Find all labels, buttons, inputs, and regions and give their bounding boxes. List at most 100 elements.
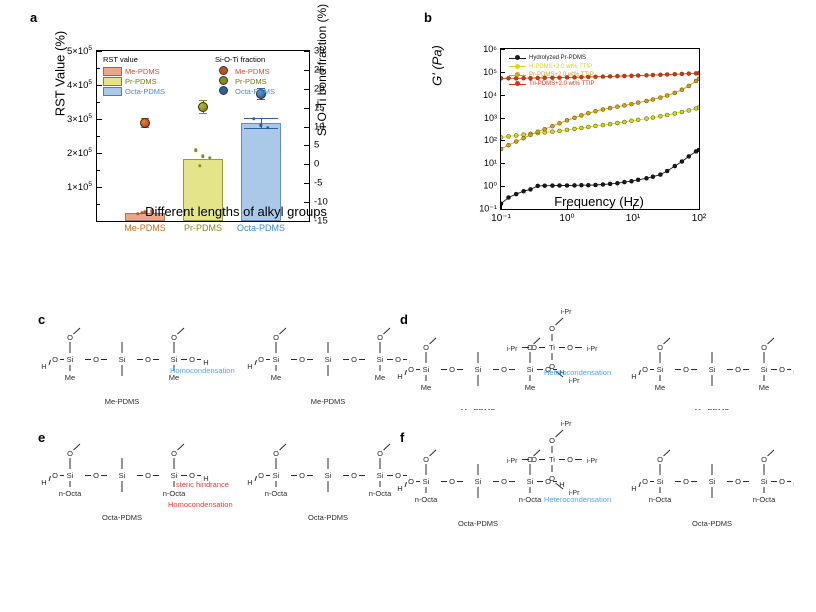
panel-a-y-tickmark [97, 119, 102, 120]
chem-bond-h-o [254, 475, 257, 482]
chem-side-group: n-Octa [753, 495, 776, 504]
panel-b-data-point [593, 182, 598, 188]
chem-atom-si: Si [377, 355, 384, 364]
panel-b-y-tickmark [501, 140, 505, 142]
chem-atom-si: Si [709, 477, 716, 486]
panel-a-y-minor-tick [97, 204, 100, 205]
panel-a-scatter-point [140, 211, 144, 215]
chem-terminal-h-right: H [793, 480, 794, 489]
chem-atom-o: O [258, 471, 264, 480]
chem-structure-label: Octa-PDMS [458, 519, 498, 528]
panel-a-y2-tick-label: 10 [314, 121, 325, 133]
panel-b-data-point [579, 125, 584, 131]
panel-b-legend-marker [515, 72, 520, 78]
panel-b-data-point [650, 72, 656, 78]
panel-b-data-point [635, 117, 641, 123]
panel-d-structures: HOSiOMeSiSiOMeOOOHMe-PDMSTiOOi-PrOi-PrOi… [397, 309, 794, 410]
chem-atom-o-right: O [779, 477, 785, 486]
chem-bond-o-up-term [177, 443, 185, 451]
chem-atom-o-upper: O [761, 343, 767, 352]
panel-a-y-tick-label: 5×105 [67, 44, 92, 58]
panel-b-data-point [644, 98, 649, 104]
panel-b-data-point [650, 115, 656, 120]
panel-a-y-minor-tick [97, 136, 100, 137]
panel-a-y2-tick-label: 5 [314, 139, 320, 151]
panel-a-bar-chart: RST Value (%) Si-O-Ti bond fraction (%) … [28, 4, 408, 268]
legend-fraction-title: Si-O-Ti fraction [215, 55, 266, 64]
panel-b-data-point [535, 129, 540, 134]
panel-b-data-point [572, 115, 577, 121]
panel-b-data-point [635, 73, 641, 78]
chem-bond-o-up-term [383, 443, 391, 451]
panel-b-data-point [622, 103, 627, 108]
panel-b-data-point [635, 177, 641, 183]
panel-b-data-point [664, 168, 670, 174]
chem-atom-ti: Ti [549, 455, 555, 464]
panel-b-data-point [607, 121, 613, 127]
chem-bond-o-up-term [767, 449, 775, 457]
chem-atom-si: Si [657, 477, 664, 486]
panel-b-data-point [521, 135, 526, 141]
panel-b-data-point [658, 172, 663, 177]
chem-terminal-h-left: H [247, 362, 252, 371]
panel-a-y-tickmark [97, 85, 102, 86]
panel-letter-f: f [400, 430, 405, 445]
chem-side-group: n-Octa [59, 489, 82, 498]
panel-a-marker-errorcap [257, 99, 265, 101]
chem-side-group: Me [169, 373, 179, 382]
chem-atom-o: O [408, 365, 414, 374]
panel-b-legend-line [509, 63, 526, 69]
panel-b-data-point [521, 75, 526, 81]
panel-b-y-tick-label: 10² [483, 135, 497, 146]
panel-b-x-tick-label: 10⁰ [559, 213, 575, 224]
chem-side-group: n-Octa [369, 489, 392, 498]
chem-bond-o-up-ipr [555, 317, 564, 326]
panel-b-y-tick-label: 10⁵ [483, 66, 497, 77]
panel-a-y2-tick-label: 25 [314, 64, 325, 76]
panel-b-data-point [564, 183, 570, 188]
panel-e-caption-steric: steric hindrance [176, 480, 229, 489]
chem-atom-o-bridge: O [735, 365, 741, 374]
chem-atom-si: Si [709, 365, 716, 374]
chem-structure-label: Me-PDMS [461, 407, 496, 410]
chem-atom-o-upper: O [273, 333, 279, 342]
chem-side-group: n-Octa [163, 489, 186, 498]
chem-atom-si: Si [527, 365, 534, 374]
panel-b-data-point [644, 73, 649, 78]
panel-b-data-point [513, 191, 519, 197]
panel-b-data-point [600, 74, 606, 79]
panel-b-data-point [528, 132, 533, 138]
chem-atom-o-bridge: O [683, 365, 689, 374]
panel-b-y-axis-label: G' (Pa) [429, 45, 445, 86]
chem-atom-o-upper: O [273, 449, 279, 458]
panel-b-data-point [686, 108, 692, 113]
panel-a-y2-tickmark [304, 51, 309, 52]
panel-a-x-tick-label: Octa-PDMS [236, 223, 286, 233]
chem-bond-h-o [254, 359, 257, 366]
chem-atom-o-upper: O [423, 455, 429, 464]
panel-b-data-point [615, 120, 620, 126]
chem-atom-o: O [52, 471, 58, 480]
chem-ligand-ipr-top: i-Pr [561, 309, 573, 316]
chem-atom-o: O [642, 477, 648, 486]
panel-a-y2-tickmark [304, 221, 309, 222]
panel-b-x-tick-label: 10¹ [625, 213, 641, 224]
chem-atom-o-upper: O [527, 343, 533, 352]
legend-dot-wrap-octa [215, 85, 232, 98]
panel-b-data-point [615, 73, 620, 79]
chem-side-group: Me [655, 383, 665, 392]
panel-a-y2-tickmark [304, 164, 309, 166]
panel-e-caption-homo: Homocondensation [168, 500, 233, 509]
panel-a-y-tick-label: 3×105 [67, 112, 92, 126]
panel-b-data-point [593, 123, 598, 129]
panel-b-data-point [550, 123, 555, 129]
chem-atom-o-ti-left: O [531, 343, 537, 352]
chem-atom-o-bridge: O [501, 365, 507, 374]
panel-a-marker-errorcap [141, 127, 149, 129]
chem-structure-label: Octa-PDMS [308, 513, 348, 522]
chem-terminal-h-left: H [247, 478, 252, 487]
panel-b-x-tickmark [567, 205, 568, 209]
panel-f-caption: Heterocondensation [544, 495, 612, 504]
panel-b-data-point [679, 87, 685, 92]
